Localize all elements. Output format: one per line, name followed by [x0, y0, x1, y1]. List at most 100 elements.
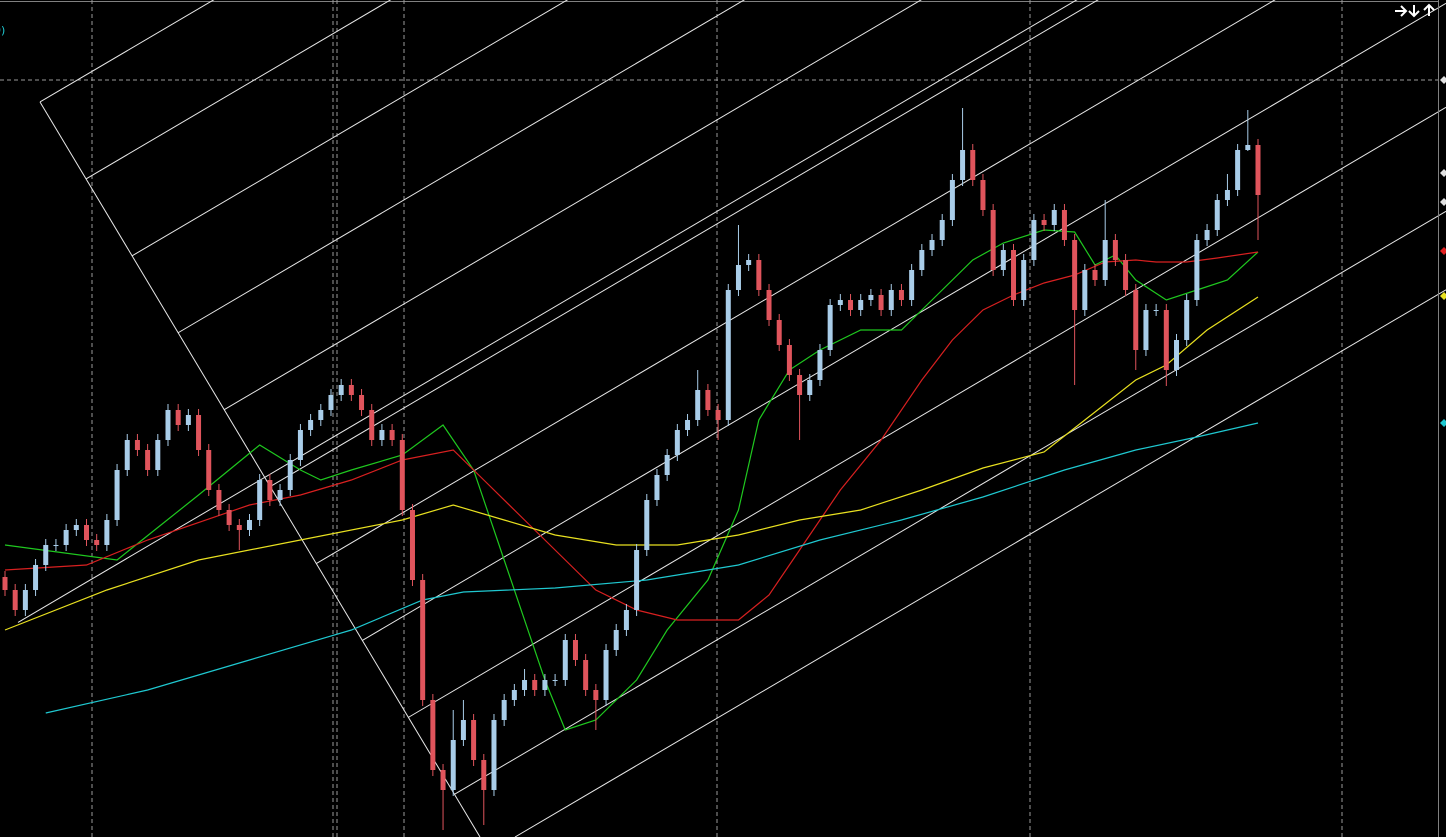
candle-body [379, 430, 385, 440]
candle-body [644, 500, 650, 550]
candle-body [511, 690, 517, 700]
channel-line [269, 0, 1099, 488]
candle-body [634, 550, 640, 610]
channel-line [17, 0, 1078, 623]
channel-line [316, 0, 1276, 564]
candle-body [1133, 290, 1139, 350]
candle-body [257, 480, 263, 520]
candle-body [22, 590, 28, 610]
candle-body [898, 290, 904, 300]
candle-body [858, 300, 864, 310]
candle-body [94, 540, 100, 545]
candle-body [572, 640, 578, 660]
candle-body [1184, 300, 1190, 340]
candle-body [1255, 145, 1261, 195]
candle-body [715, 410, 721, 420]
candle-body [949, 180, 955, 220]
channel-line [177, 0, 746, 334]
candle-body [1102, 240, 1108, 280]
candle-body [104, 520, 110, 545]
candle-body [114, 470, 120, 520]
candle-body [145, 450, 151, 470]
marker [1440, 169, 1446, 177]
candle-body [185, 415, 191, 425]
candle-body [603, 650, 609, 700]
candle-body [1041, 220, 1047, 225]
channel-line [514, 289, 1446, 837]
candle-body [267, 480, 273, 500]
candle-body [583, 660, 589, 690]
candle-body [1224, 190, 1230, 200]
channel-line [408, 106, 1446, 718]
marker [1440, 292, 1446, 300]
channel-line [454, 210, 1446, 795]
candle-body [522, 680, 528, 690]
candle-body [33, 565, 39, 590]
candle-body [929, 240, 935, 250]
candle-body [206, 450, 212, 490]
candle-body [980, 180, 986, 210]
candle-body [613, 630, 619, 650]
candle-body [471, 720, 477, 760]
candle-body [481, 760, 487, 790]
candle-body [1163, 310, 1169, 370]
candle-body [246, 520, 252, 530]
candle-body [1000, 250, 1006, 270]
marker [1440, 76, 1446, 84]
indicator-label: 0) [0, 24, 5, 37]
candle-body [43, 545, 49, 565]
candle-body [837, 300, 843, 305]
candle-body [1051, 210, 1057, 225]
candle-body [705, 390, 711, 410]
candle-body [460, 720, 466, 740]
candle-body [409, 510, 415, 580]
candle-body [1214, 200, 1220, 230]
candle-body [888, 290, 894, 310]
candle-body [1011, 250, 1017, 300]
candle-body [450, 740, 456, 790]
candle-body [73, 525, 79, 530]
toolbar-arrows[interactable] [1395, 3, 1435, 18]
channel-line [362, 2, 1446, 641]
candle-body [756, 260, 762, 290]
candle-body [746, 260, 752, 265]
candle-body [1112, 240, 1118, 260]
candle-body [1082, 270, 1088, 310]
candle-body [1204, 230, 1210, 240]
channel-boundary [39, 101, 481, 837]
candle-body [970, 150, 976, 180]
candle-body [1194, 240, 1200, 300]
scroll-down-icon[interactable] [1408, 5, 1420, 18]
candle-body [338, 385, 344, 395]
candle-body [1092, 270, 1098, 280]
candle-body [1021, 260, 1027, 300]
candle-body [328, 395, 334, 410]
scroll-right-icon[interactable] [1395, 5, 1408, 17]
scroll-up-icon[interactable] [1423, 3, 1435, 16]
candle-body [990, 210, 996, 270]
candle-body [909, 270, 915, 300]
candle-body [1143, 310, 1149, 350]
candle-body [542, 680, 548, 690]
candle-body [1245, 145, 1251, 150]
candle-body [1031, 220, 1037, 260]
candle-body [552, 680, 558, 681]
candle-body [389, 430, 395, 440]
candle-body [2, 577, 8, 590]
candle-body [399, 440, 405, 510]
plot [2, 108, 1261, 830]
candle-body [216, 490, 222, 510]
candle-body [1235, 150, 1241, 190]
candle-body [359, 395, 365, 410]
candle-body [491, 720, 497, 790]
candle-body [348, 385, 354, 395]
candle-body [817, 350, 823, 380]
candle-body [440, 770, 446, 790]
candle-body [776, 320, 782, 345]
candle-body [623, 610, 629, 630]
candle-body [297, 430, 303, 460]
candle-body [786, 345, 792, 375]
marker [1440, 247, 1446, 255]
channel-line [223, 0, 922, 411]
